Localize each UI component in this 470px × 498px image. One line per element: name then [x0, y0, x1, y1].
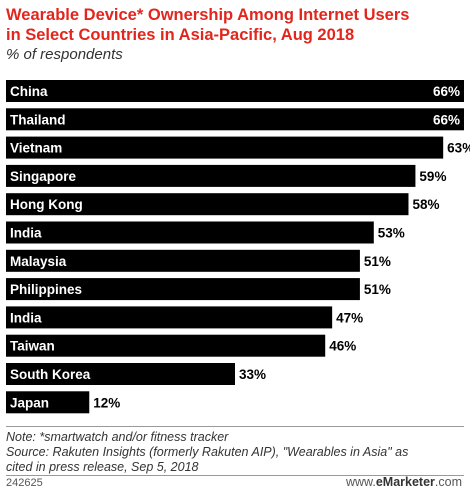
value-label: 59% [419, 169, 446, 184]
category-label: Hong Kong [10, 197, 83, 212]
top-divider [6, 426, 464, 427]
chart-title-line-2: in Select Countries in Asia-Pacific, Aug… [6, 26, 355, 44]
bar [6, 306, 333, 329]
bar [6, 221, 374, 244]
chart-notes: Note: *smartwatch and/or fitness tracker… [6, 430, 464, 475]
bar [6, 249, 360, 272]
bar [6, 391, 90, 414]
category-label: Vietnam [10, 141, 62, 156]
bar [6, 278, 360, 301]
source-text-line-2: cited in press release, Sep 5, 2018 [6, 460, 199, 474]
value-label: 51% [364, 254, 391, 269]
source-text-line-1: Source: Rakuten Insights (formerly Rakut… [6, 445, 409, 459]
bar [6, 164, 416, 187]
value-label: 66% [433, 84, 460, 99]
category-label: India [10, 226, 42, 241]
bar [6, 80, 464, 102]
bar [6, 193, 409, 216]
value-label: 63% [447, 141, 470, 156]
brand-name: Marketer [382, 475, 435, 489]
chart-subtitle: % of respondents [6, 46, 123, 63]
bar-chart: China 66% Thailand 66% Vietnam 63% Singapore 59… [6, 80, 470, 414]
value-label: 66% [433, 112, 460, 127]
note-text: Note: *smartwatch and/or fitness tracker [6, 430, 229, 444]
category-label: Japan [10, 395, 49, 410]
bottom-divider [6, 475, 464, 476]
chart-title-line-1: Wearable Device* Ownership Among Interne… [6, 6, 410, 24]
bar [6, 136, 444, 159]
value-label: 47% [336, 310, 363, 325]
chart-title: Wearable Device* Ownership Among Interne… [6, 5, 466, 45]
brand-prefix: www. [345, 475, 376, 489]
brand-suffix: .com [434, 475, 462, 489]
value-label: 33% [239, 367, 266, 382]
category-label: Taiwan [10, 339, 55, 354]
brand-e: e [375, 475, 383, 489]
category-label: Thailand [10, 112, 66, 127]
brand-logo[interactable]: www.eMarketer.com [346, 475, 462, 489]
category-label: Malaysia [10, 254, 67, 269]
chart-id: 242625 [6, 477, 43, 489]
category-label: Singapore [10, 169, 77, 184]
value-label: 51% [364, 282, 391, 297]
bar [6, 108, 464, 131]
value-label: 53% [378, 226, 405, 241]
value-label: 12% [93, 395, 120, 410]
category-label: India [10, 310, 42, 325]
category-label: Philippines [10, 282, 82, 297]
value-label: 46% [329, 339, 356, 354]
category-label: China [10, 84, 48, 99]
bar [6, 363, 235, 385]
category-label: South Korea [10, 367, 91, 382]
value-label: 58% [412, 197, 439, 212]
bar [6, 334, 326, 357]
